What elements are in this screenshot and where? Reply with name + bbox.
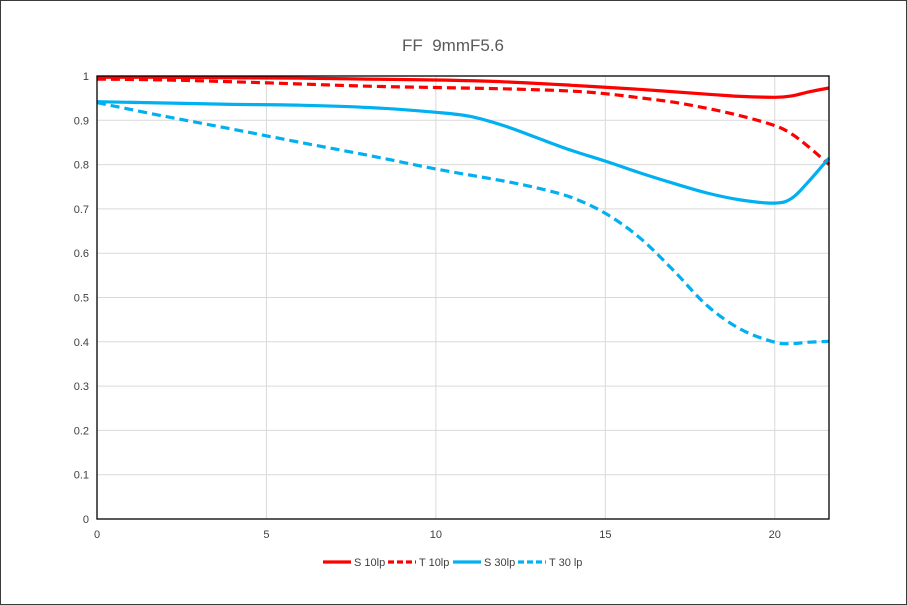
y-tick-label: 0.4 xyxy=(74,337,89,349)
y-tick-label: 1 xyxy=(83,71,89,83)
y-tick-label: 0.1 xyxy=(74,470,89,482)
y-tick-label: 0.7 xyxy=(74,204,89,216)
x-tick-label: 5 xyxy=(263,529,269,541)
y-tick-label: 0.6 xyxy=(74,248,89,260)
legend: S 10lp T 10lp S 30lp T 30 lp xyxy=(323,557,582,569)
x-tick-label: 20 xyxy=(769,529,781,541)
series-line-3 xyxy=(96,100,831,205)
x-tick-label: 10 xyxy=(430,529,442,541)
x-tick-label: 15 xyxy=(599,529,611,541)
series-line-4 xyxy=(96,101,830,346)
y-tick-label: 0.2 xyxy=(74,425,89,437)
y-tick-label: 0.8 xyxy=(74,160,89,172)
y-tick-label: 0.5 xyxy=(74,293,89,305)
series-line-1 xyxy=(97,75,830,99)
legend-label: S 10lp xyxy=(354,557,385,569)
legend-label: T 30 lp xyxy=(549,557,582,569)
tick-label-layer: 00.10.20.30.40.50.60.70.80.910 5 10 15 20 xyxy=(74,71,781,541)
legend-label: T 10lp xyxy=(419,557,449,569)
y-tick-label: 0.9 xyxy=(74,115,89,127)
y-tick-label: 0 xyxy=(83,514,89,526)
x-tick-label: 0 xyxy=(94,529,100,541)
y-tick-label: 0.3 xyxy=(74,381,89,393)
chart-title: FF 9mmF5.6 xyxy=(402,36,504,55)
series-line-2 xyxy=(96,77,831,166)
grid-layer xyxy=(97,76,829,519)
series-layer xyxy=(96,75,831,346)
plot-area-border xyxy=(96,75,830,520)
legend-label: S 30lp xyxy=(484,557,515,569)
